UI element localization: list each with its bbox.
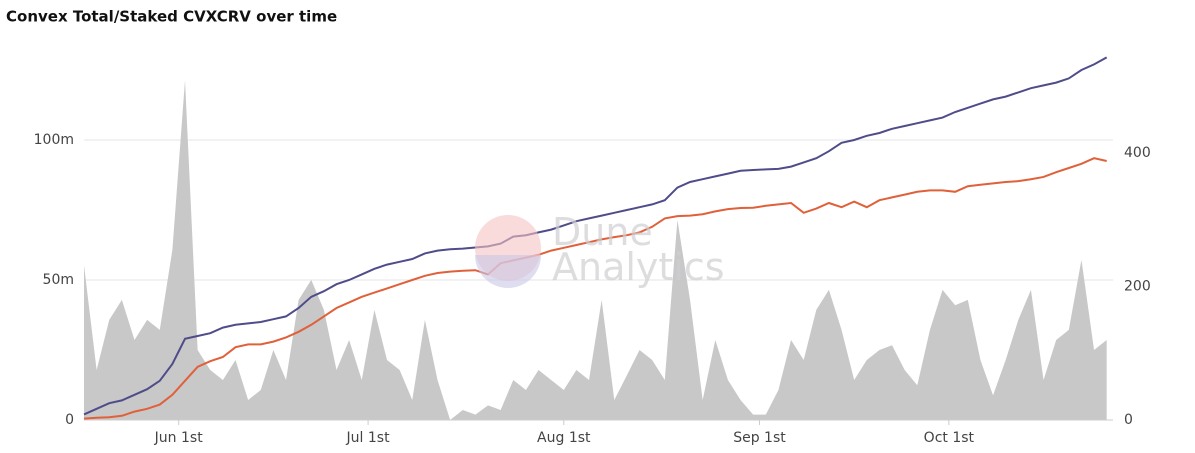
y2-tick-label: 200	[1124, 279, 1151, 295]
x-tick-label: Aug 1st	[537, 430, 591, 446]
x-tick-label: Jul 1st	[346, 430, 391, 446]
y2-tick-label: 400	[1124, 145, 1151, 161]
chart-title: Convex Total/Staked CVXCRV over time	[6, 8, 337, 26]
y-tick-label: 0	[65, 412, 74, 428]
x-tick-label: Sep 1st	[733, 430, 786, 446]
x-tick-label: Jun 1st	[154, 430, 204, 446]
y-tick-label: 50m	[43, 272, 74, 288]
x-tick-label: Oct 1st	[924, 430, 975, 446]
watermark-text: Analytics	[552, 245, 725, 289]
watermark: Dune Analytics	[475, 210, 725, 289]
watermark-logo	[475, 255, 541, 288]
y-tick-label: 100m	[34, 132, 74, 148]
line	[83, 56, 1108, 416]
watermark-text: Dune	[552, 210, 653, 254]
y2-tick-label: 0	[1124, 412, 1133, 428]
line	[83, 157, 1107, 420]
area	[84, 80, 1107, 420]
